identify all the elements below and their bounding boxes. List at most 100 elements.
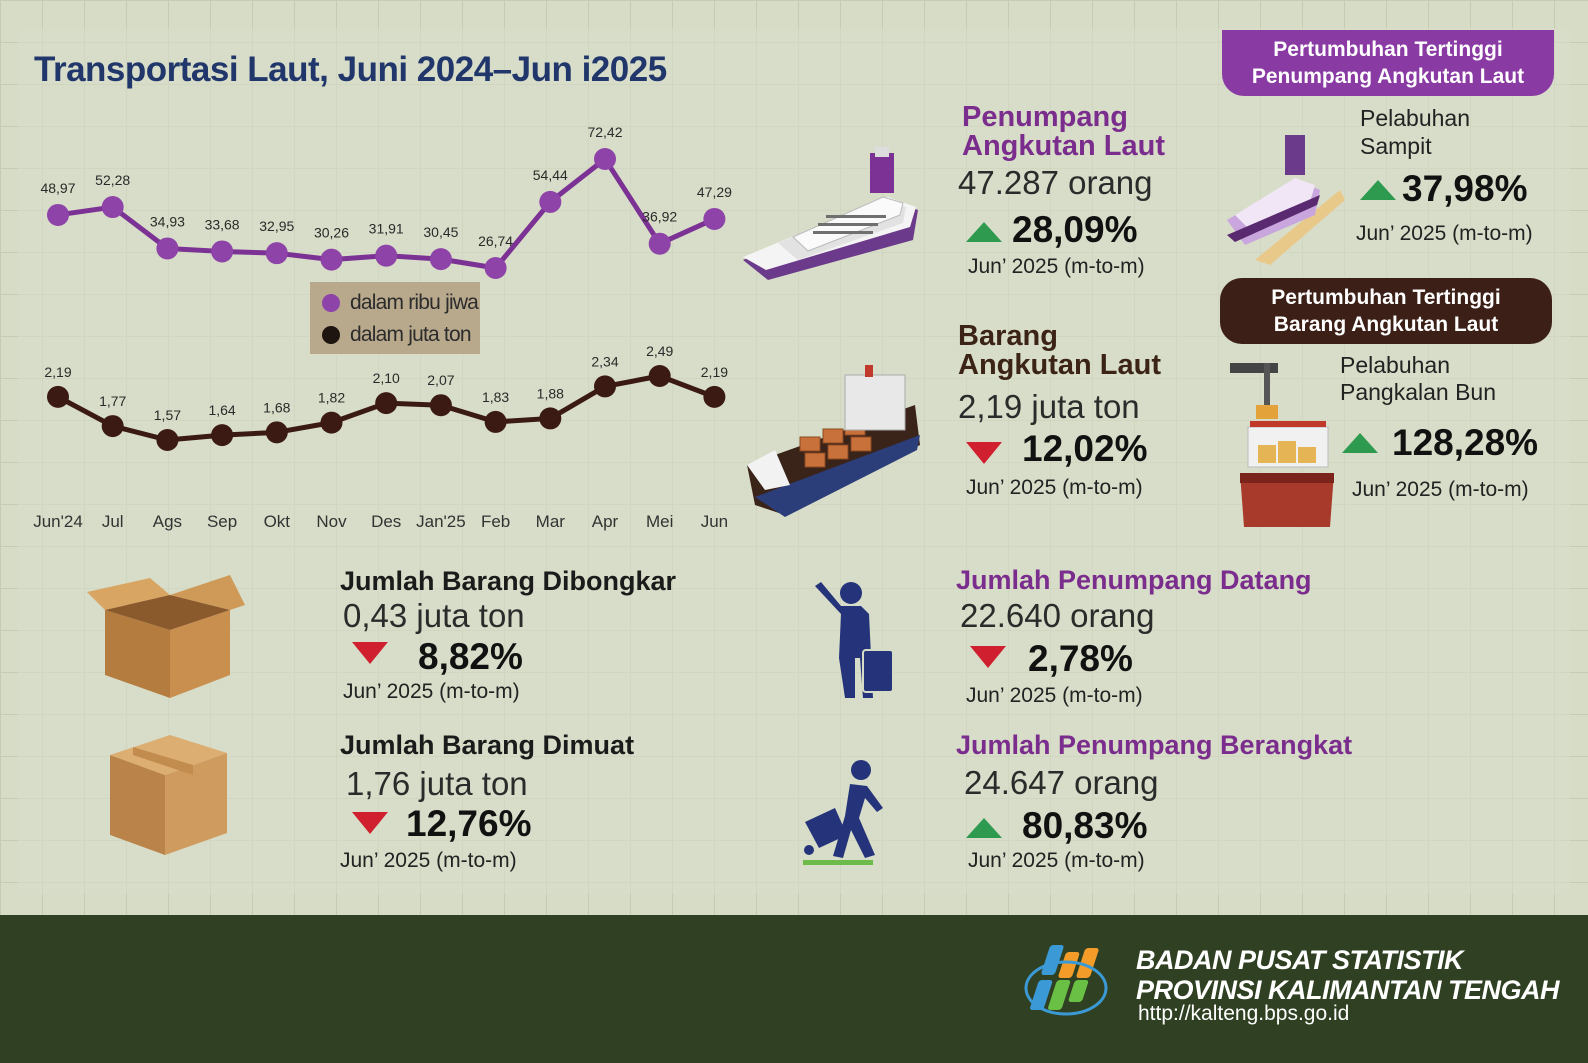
- bps-logo-icon: [1024, 945, 1108, 1016]
- data-label: 2,49: [646, 343, 673, 359]
- passengers-pct: 28,09%: [1012, 209, 1138, 250]
- x-tick-label: Feb: [481, 512, 510, 531]
- loaded-title: Jumlah Barang Dimuat: [340, 730, 635, 760]
- organization-name: BADAN PUSAT STATISTIK PROVINSI KALIMANTA…: [1136, 945, 1560, 1005]
- data-point: [156, 429, 179, 451]
- port-line1: Pelabuhan: [1360, 105, 1470, 131]
- traveler-icon: [815, 582, 894, 698]
- legend-label: dalam juta ton: [350, 323, 472, 346]
- data-label: 30,26: [314, 225, 349, 241]
- data-label: 1,82: [318, 390, 345, 406]
- data-point: [375, 392, 398, 415]
- arriving-value: 22.640 orang: [960, 597, 1155, 634]
- sampit-pct: 37,98%: [1402, 168, 1528, 209]
- data-label: 2,10: [373, 370, 400, 386]
- chart-legend: dalam ribu jiwa dalam juta ton: [310, 282, 480, 354]
- walking-traveler-icon: [803, 760, 883, 865]
- x-tick-label: Mei: [646, 512, 673, 531]
- data-label: 52,28: [95, 172, 130, 188]
- closed-box-icon: [110, 735, 227, 855]
- data-point: [156, 237, 179, 260]
- x-tick-label: Mar: [536, 512, 566, 531]
- departing-pct: 80,83%: [1022, 805, 1148, 846]
- data-label: 47,29: [697, 184, 732, 200]
- data-point: [101, 415, 124, 438]
- data-label: 1,57: [154, 407, 181, 423]
- x-tick-label: Nov: [316, 512, 347, 531]
- data-label: 32,95: [259, 218, 294, 234]
- goods-value: 2,19 juta ton: [958, 388, 1140, 425]
- data-point: [211, 240, 234, 263]
- data-label: 48,97: [40, 180, 75, 196]
- data-label: 34,93: [150, 213, 185, 229]
- data-label: 2,19: [701, 364, 728, 380]
- org-line2: PROVINSI KALIMANTAN TENGAH: [1136, 975, 1560, 1005]
- data-point: [429, 248, 452, 271]
- port-line2: Sampit: [1360, 133, 1432, 159]
- page-title: Transportasi Laut, Juni 2024–Jun i2025: [34, 50, 667, 89]
- website-url: http://kalteng.bps.go.id: [1138, 1002, 1350, 1025]
- data-point: [429, 394, 452, 417]
- data-point: [211, 424, 234, 447]
- legend-item-series-1: dalam ribu jiwa: [322, 287, 480, 319]
- port-line1: Pelabuhan: [1340, 352, 1450, 378]
- up-arrow-icon: [966, 818, 1002, 838]
- arriving-pct: 2,78%: [1028, 638, 1133, 679]
- data-point: [47, 385, 69, 408]
- data-label: 1,88: [537, 385, 564, 401]
- badge-line1: Pertumbuhan Tertinggi: [1271, 286, 1501, 309]
- org-line1: BADAN PUSAT STATISTIK: [1136, 945, 1464, 975]
- port-line2: Pangkalan Bun: [1340, 379, 1497, 405]
- departing-title: Jumlah Penumpang Berangkat: [956, 730, 1353, 760]
- x-tick-label: Apr: [592, 512, 619, 531]
- pangkalan-bun-period: Jun’ 2025 (m-to-m): [1352, 478, 1529, 501]
- data-point: [703, 385, 726, 408]
- departing-period: Jun’ 2025 (m-to-m): [968, 849, 1145, 872]
- data-point: [375, 244, 398, 267]
- x-tick-label: Ags: [153, 512, 182, 531]
- data-point: [594, 375, 616, 398]
- data-point: [703, 207, 726, 230]
- data-point: [648, 365, 671, 387]
- goods-period: Jun’ 2025 (m-to-m): [966, 476, 1143, 499]
- sampit-port: Pelabuhan Sampit: [1360, 104, 1470, 160]
- arriving-period: Jun’ 2025 (m-to-m): [966, 684, 1143, 707]
- data-label: 31,91: [369, 221, 404, 237]
- goods-title-line1: Barang: [958, 320, 1058, 352]
- up-arrow-icon: [1360, 180, 1396, 200]
- data-label: 72,42: [587, 124, 622, 140]
- footer: [0, 915, 1588, 1063]
- passengers-title-line1: Penumpang: [962, 101, 1128, 133]
- data-label: 30,45: [423, 224, 458, 240]
- open-box-icon: [87, 575, 245, 698]
- crane-ship-icon: [1230, 363, 1334, 527]
- passengers-period: Jun’ 2025 (m-to-m): [968, 255, 1145, 278]
- arriving-title: Jumlah Penumpang Datang: [956, 565, 1312, 595]
- line-chart: 48,97 52,28 34,93 33,68 32,95 30,26 31,91 30,45…: [33, 124, 732, 531]
- goods-title: Barang Angkutan Laut: [958, 322, 1161, 380]
- data-label: 1,77: [99, 393, 126, 409]
- cruise-ship-dock-icon: [1227, 135, 1345, 265]
- unloaded-value: 0,43 juta ton: [343, 597, 525, 634]
- x-tick-label: Okt: [264, 512, 291, 531]
- legend-label: dalam ribu jiwa: [350, 291, 479, 314]
- passengers-value: 47.287 orang: [958, 164, 1153, 201]
- x-tick-label: Jun'24: [33, 512, 83, 531]
- legend-dot-purple: [322, 294, 340, 312]
- down-arrow-icon: [352, 812, 388, 834]
- legend-item-series-2: dalam juta ton: [322, 319, 480, 351]
- data-label: 1,64: [208, 402, 235, 418]
- data-label: 26,74: [478, 233, 513, 249]
- data-point: [265, 242, 288, 265]
- pangkalan-bun-pct: 128,28%: [1392, 422, 1539, 463]
- x-tick-label: Jan'25: [416, 512, 466, 531]
- unloaded-title: Jumlah Barang Dibongkar: [340, 566, 677, 596]
- data-point: [484, 410, 507, 433]
- up-arrow-icon: [1342, 433, 1378, 453]
- data-point: [265, 421, 288, 444]
- passengers-title: Penumpang Angkutan Laut: [962, 103, 1165, 161]
- data-point: [539, 407, 562, 430]
- legend-dot-dark: [322, 326, 340, 344]
- down-arrow-icon: [352, 642, 388, 664]
- data-label: 2,19: [44, 364, 71, 380]
